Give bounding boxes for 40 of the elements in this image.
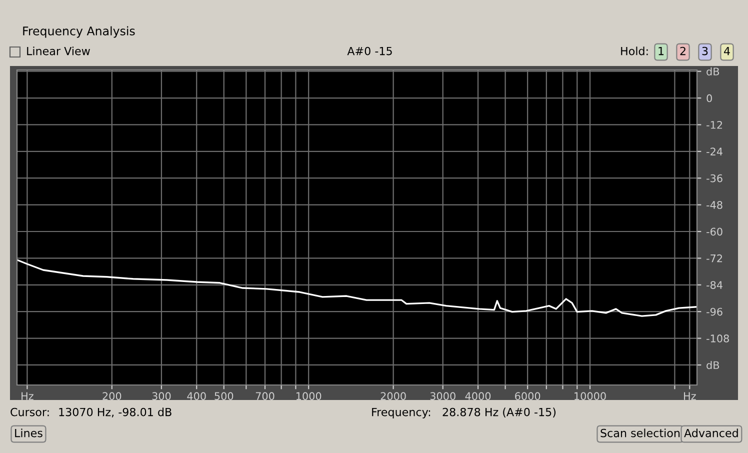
text: Cursor:	[10, 408, 49, 416]
y-tick-label: -60	[706, 228, 722, 236]
x-tick-label: 300	[152, 392, 171, 400]
y-tick-label: -84	[706, 281, 722, 289]
text: Frequency:	[372, 408, 430, 418]
x-tick-label: 700	[256, 392, 274, 400]
text: 4	[724, 46, 730, 56]
text: 2	[680, 46, 686, 56]
y-tick-label: -48	[706, 201, 722, 209]
text: 3	[702, 46, 708, 56]
text: Linear View	[27, 46, 90, 56]
x-tick-label: 400	[187, 392, 206, 400]
x-tick-label: 2000	[380, 392, 406, 400]
x-tick-label: Hz	[22, 392, 34, 400]
text: Lines	[15, 428, 42, 438]
y-tick-label: -24	[706, 148, 722, 156]
x-tick-label: Hz	[684, 392, 696, 400]
text: 1	[658, 46, 664, 56]
text: 13070 Hz, -98.01 dB	[59, 408, 172, 418]
y-tick-label: -96	[706, 308, 722, 316]
x-tick-label: 10000	[574, 392, 606, 400]
y-tick-label: -72	[706, 254, 722, 262]
y-tick-label: dB	[706, 67, 720, 76]
chart-title: Frequency Analysis	[23, 26, 135, 38]
x-tick-label: 3000	[430, 392, 456, 400]
x-tick-label: 200	[102, 392, 122, 400]
y-tick-label: -12	[706, 120, 722, 129]
text: 28.878 Hz (A#0 -15)	[442, 408, 556, 418]
y-tick-label: dB	[706, 361, 720, 370]
y-tick-label: -108	[706, 334, 729, 342]
x-tick-label: 1000	[296, 392, 322, 400]
text: Hold:	[621, 46, 648, 56]
chart-subtitle: A#0 -15	[347, 46, 392, 56]
x-tick-label: 500	[214, 392, 234, 400]
y-tick-label: -36	[706, 174, 722, 182]
x-tick-label: 4000	[465, 392, 491, 400]
text: Scan selection	[600, 428, 680, 438]
text: Advanced	[684, 428, 738, 438]
x-tick-label: 6000	[515, 392, 540, 400]
y-tick-label: 0	[706, 94, 712, 102]
